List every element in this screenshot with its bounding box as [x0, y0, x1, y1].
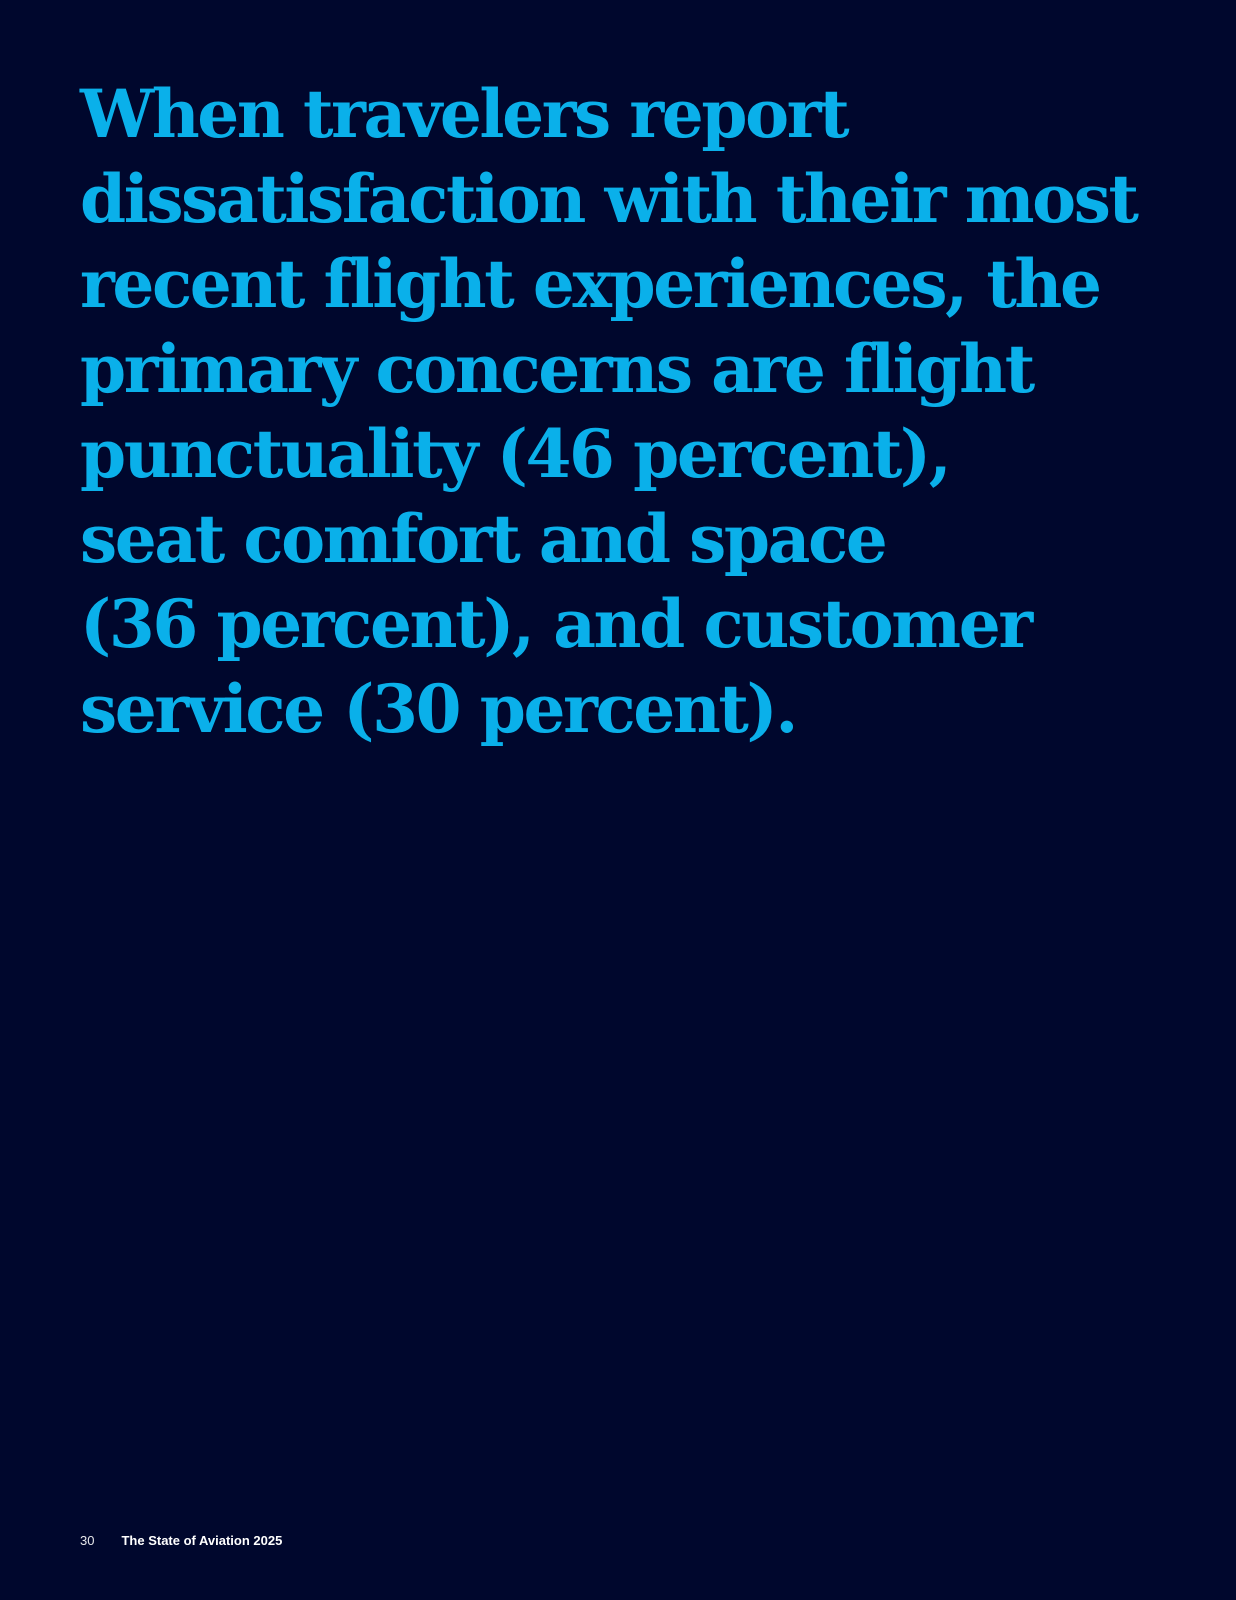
pull-quote-line: When travelers report — [80, 75, 850, 153]
publication-title: The State of Aviation 2025 — [121, 1532, 283, 1548]
page-number: 30 — [80, 1532, 95, 1548]
pull-quote: When travelers report dissatisfaction wi… — [80, 72, 1180, 752]
page-footer: 30 The State of Aviation 2025 — [80, 1531, 282, 1549]
pull-quote-line: seat comfort and space — [80, 500, 888, 578]
pull-quote-line: primary concerns are flight — [80, 330, 1035, 408]
pull-quote-line: punctuality (46 percent), — [80, 415, 952, 493]
pull-quote-line: dissatisfaction with their most — [80, 160, 1139, 238]
pull-quote-line: recent flight experiences, the — [80, 245, 1102, 323]
pull-quote-line: (36 percent), and customer — [80, 585, 1033, 663]
pull-quote-line: service (30 percent). — [80, 670, 798, 748]
